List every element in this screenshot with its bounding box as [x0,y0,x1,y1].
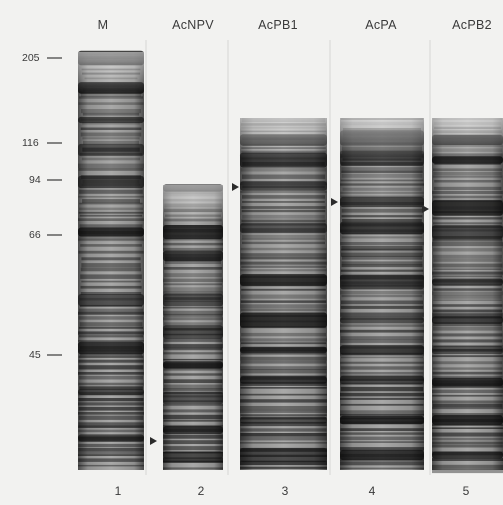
mw-label-94: 94 [29,174,41,186]
lane-label-acpb2: AcPB2 [452,18,492,32]
gel-lane-1 [78,50,144,470]
mw-label-66: 66 [29,229,41,241]
gel-band [432,469,503,474]
arrowhead-icon [232,183,239,191]
mw-label-45: 45 [29,349,41,361]
lane-top-fade [78,52,144,92]
lane-top-fade [163,185,223,225]
arrowhead-icon [150,437,157,445]
lane-shading [78,52,144,470]
gel-lane-2 [163,184,223,470]
lane-shading [340,118,424,470]
lane-top-fade [240,118,327,158]
arrowhead-icon [422,205,429,213]
lane-label-acpa: AcPA [365,18,397,32]
lane-number-4: 4 [368,484,376,498]
gel-lane-5 [432,118,503,474]
gel-lane-4 [340,118,424,470]
lane-label-acpb1: AcPB1 [258,18,298,32]
lane-top-fade [340,118,424,158]
arrowhead-icon [331,198,338,206]
lane-shading [163,185,223,470]
mw-label-116: 116 [22,137,39,149]
lane-number-5: 5 [462,484,470,498]
lane-shading [432,118,503,470]
mw-label-205: 205 [22,52,40,64]
lane-number-2: 2 [197,484,205,498]
lane-top-fade [432,118,503,158]
lane-shading [240,118,327,470]
lane-number-3: 3 [281,484,289,498]
lane-number-1: 1 [114,484,122,498]
gel-lane-3 [240,118,327,470]
lane-label-m: M [97,18,109,32]
lane-label-acnpv: AcNPV [172,18,214,32]
